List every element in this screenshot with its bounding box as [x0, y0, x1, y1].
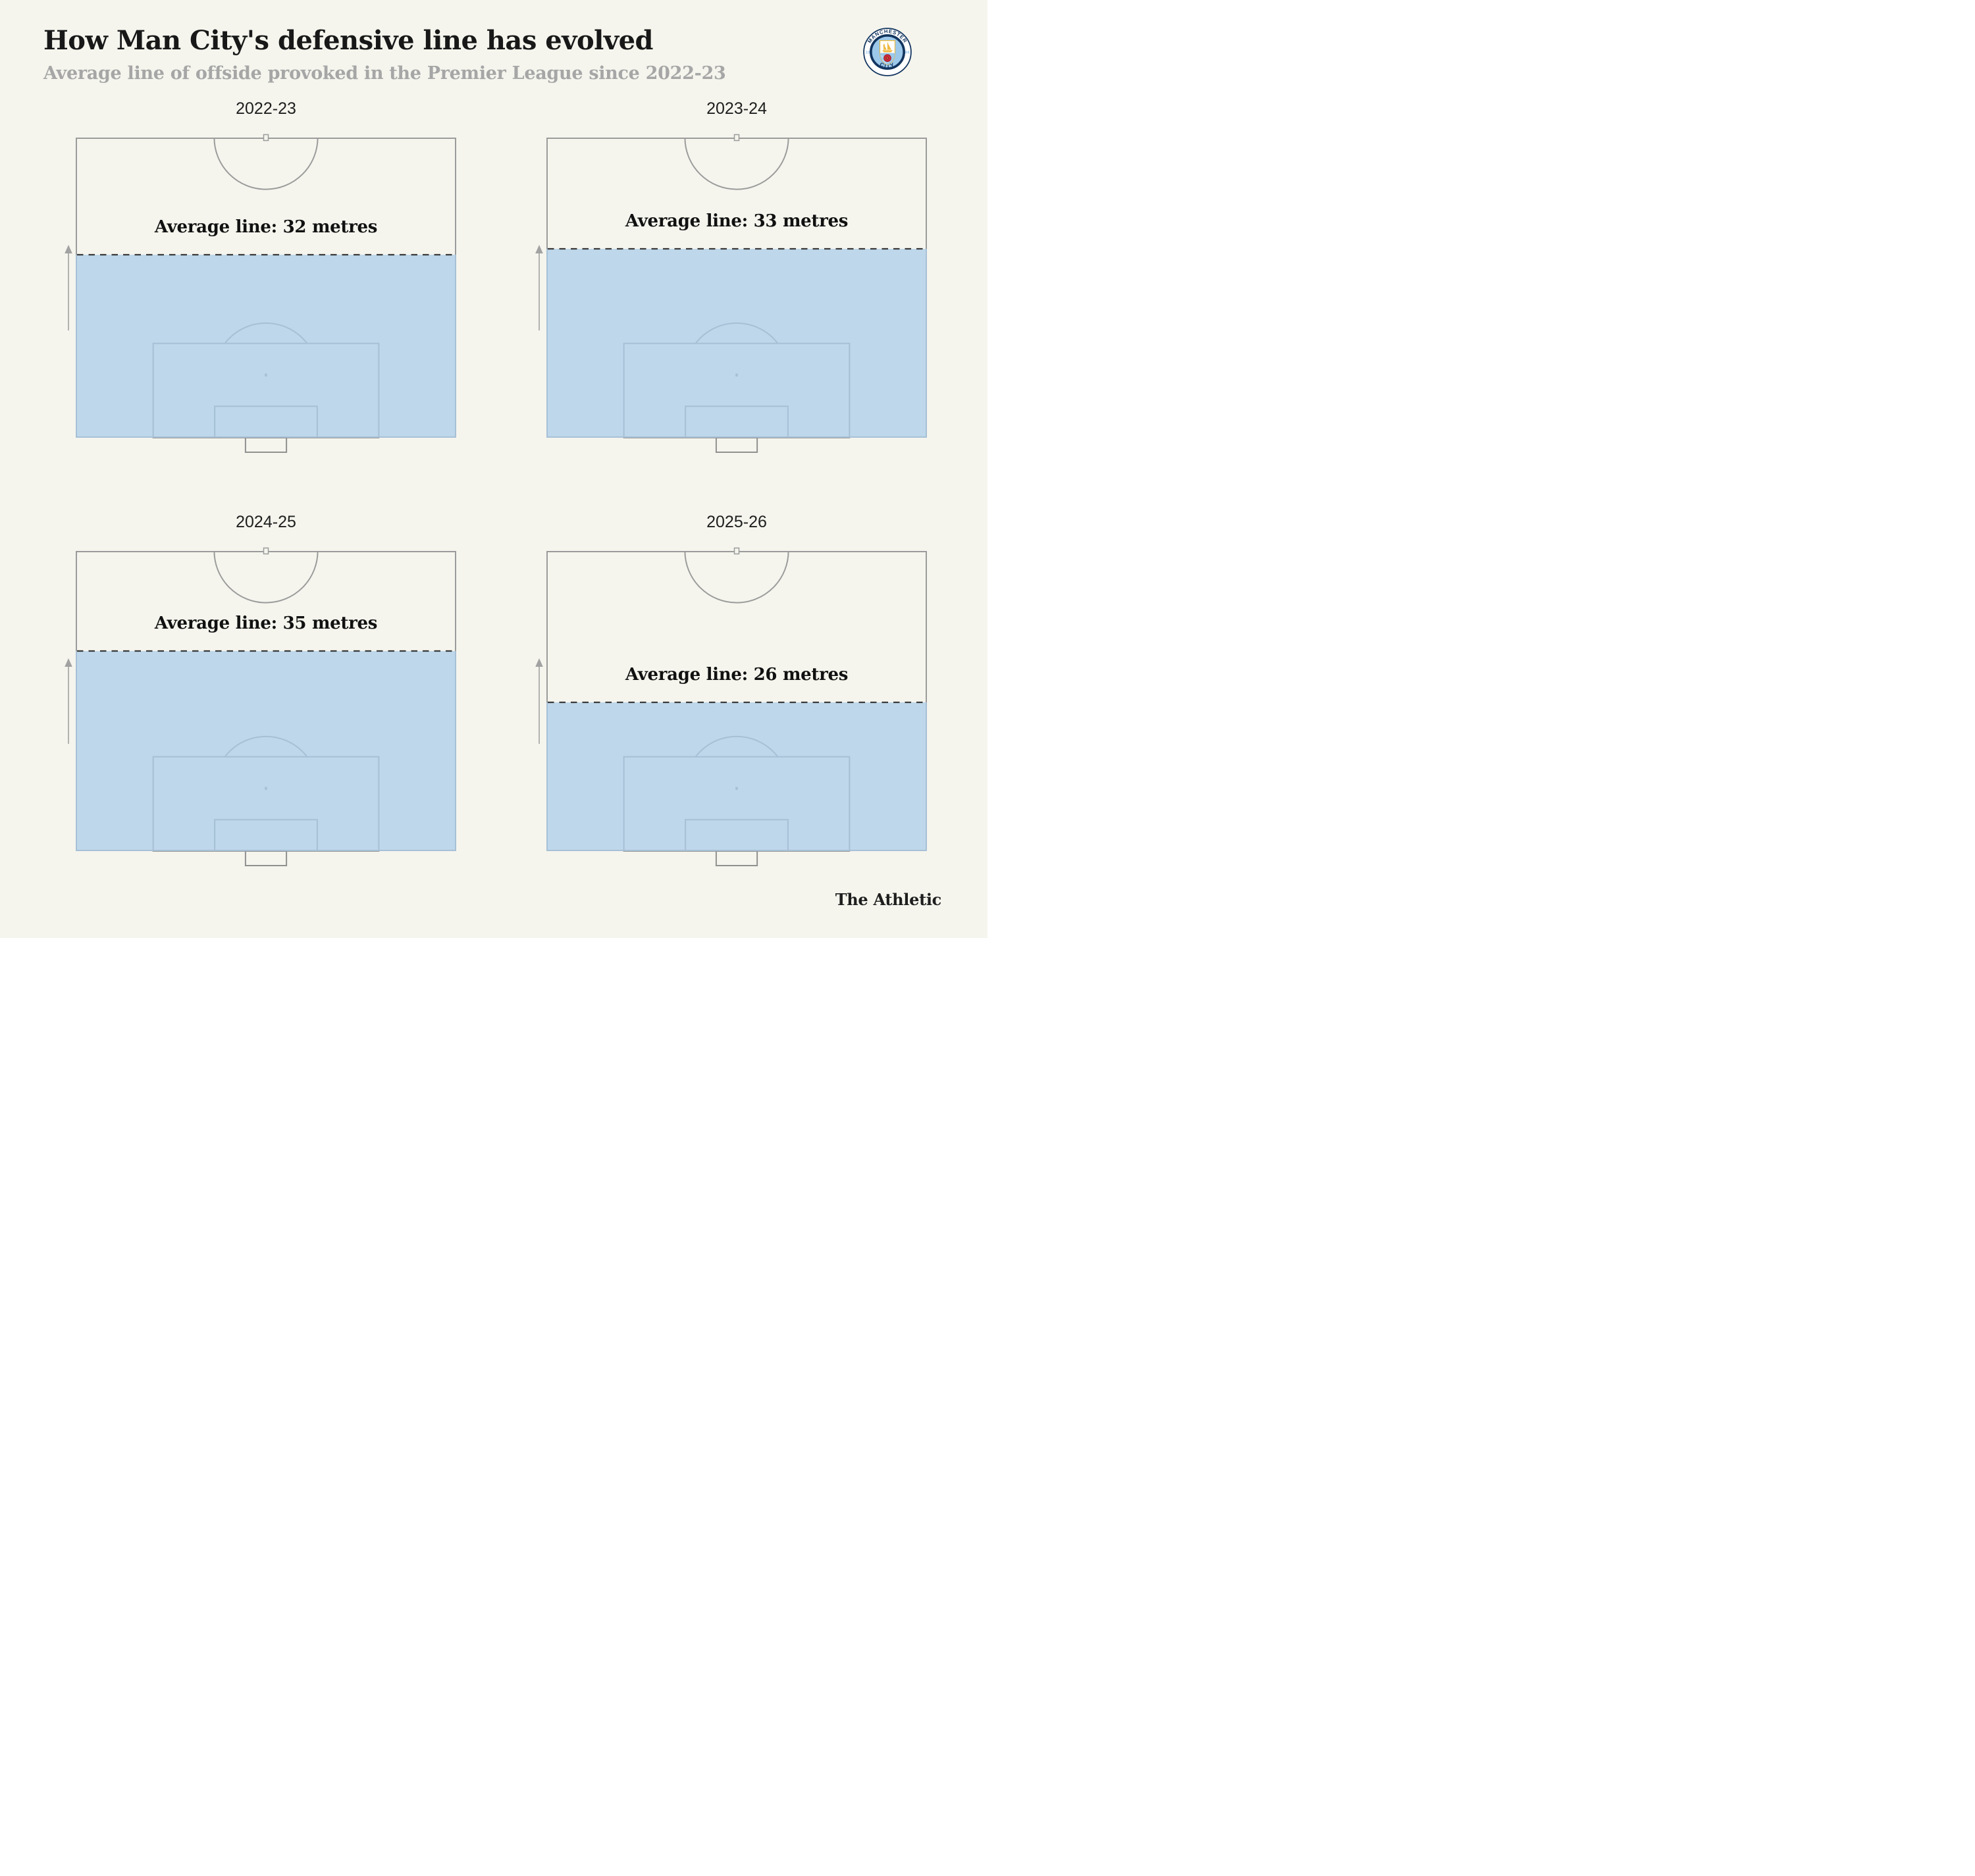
goal	[244, 850, 288, 866]
season-title: 2024-25	[236, 513, 296, 531]
pitch-diagram	[76, 134, 456, 453]
centre-spot-marker	[263, 547, 269, 555]
man-city-crest-icon: MANCHESTER CITY 18 94	[863, 28, 912, 76]
average-line-label: Average line: 26 metres	[625, 665, 849, 685]
centre-spot-marker	[733, 547, 740, 555]
direction-of-play-arrow-icon	[535, 658, 543, 744]
shaded-defensive-zone	[546, 702, 927, 851]
svg-text:18: 18	[865, 51, 870, 55]
goal	[244, 437, 288, 453]
shaded-defensive-zone	[546, 249, 927, 438]
shaded-defensive-zone	[76, 255, 456, 438]
direction-of-play-arrow-icon	[535, 245, 543, 330]
average-line-label: Average line: 32 metres	[154, 217, 378, 237]
goal	[715, 437, 758, 453]
average-line-label: Average line: 35 metres	[154, 613, 378, 633]
direction-of-play-arrow-icon	[64, 658, 72, 744]
page-subtitle: Average line of offside provoked in the …	[43, 63, 726, 84]
centre-circle	[684, 551, 789, 604]
centre-circle	[213, 138, 319, 190]
pitch-diagram	[546, 134, 927, 453]
season-title: 2022-23	[236, 99, 296, 118]
svg-text:94: 94	[905, 51, 910, 55]
direction-of-play-arrow-icon	[64, 245, 72, 330]
centre-circle	[684, 138, 789, 190]
pitch-diagram	[546, 547, 927, 866]
average-line-label: Average line: 33 metres	[625, 211, 849, 231]
the-athletic-logo: The Athletic	[835, 890, 942, 909]
goal	[715, 850, 758, 866]
centre-circle	[213, 551, 319, 604]
centre-spot-marker	[263, 134, 269, 142]
infographic-canvas: How Man City's defensive line has evolve…	[0, 0, 988, 938]
man-city-badge: MANCHESTER CITY 18 94	[863, 28, 912, 76]
page-title: How Man City's defensive line has evolve…	[43, 25, 653, 56]
season-title: 2023-24	[706, 99, 767, 118]
pitch-diagram	[76, 547, 456, 866]
centre-spot-marker	[733, 134, 740, 142]
rose-icon	[883, 54, 891, 63]
shaded-defensive-zone	[76, 651, 456, 851]
season-title: 2025-26	[706, 513, 767, 531]
